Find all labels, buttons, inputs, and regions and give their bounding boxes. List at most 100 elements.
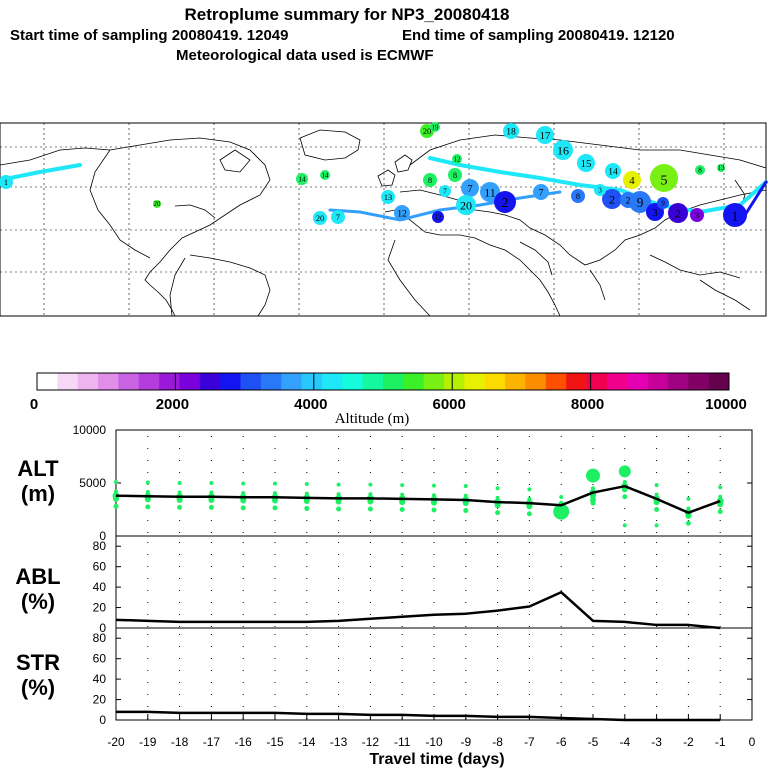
alt-scatter-point bbox=[526, 503, 533, 510]
alt-series-line bbox=[115, 484, 721, 514]
colorbar-tick-label: 0 bbox=[30, 396, 38, 413]
colorbar-cell bbox=[586, 373, 608, 390]
colorbar-cell bbox=[627, 373, 648, 390]
xtick-label: -19 bbox=[139, 735, 157, 749]
alt-ytick-label: 10000 bbox=[73, 423, 107, 437]
plume-marker: 18 bbox=[503, 123, 519, 139]
alt-ytick-label: 0 bbox=[99, 529, 106, 543]
alt-scatter-point bbox=[209, 490, 214, 495]
alt-scatter-point bbox=[303, 498, 310, 505]
plume-marker: 14 bbox=[296, 173, 308, 185]
alt-scatter-point bbox=[654, 523, 659, 528]
alt-scatter-point bbox=[177, 504, 183, 510]
alt-label: ALT bbox=[17, 456, 59, 481]
alt-scatter-point bbox=[208, 496, 215, 503]
alt-scatter-point bbox=[114, 479, 118, 484]
svg-text:12: 12 bbox=[454, 155, 462, 163]
plume-marker: 7 bbox=[331, 210, 345, 224]
alt-scatter-point bbox=[145, 480, 150, 485]
plume-marker: 8 bbox=[571, 189, 585, 203]
alt-scatter-point bbox=[144, 496, 151, 503]
plume-marker: 12 bbox=[452, 154, 462, 164]
alt-scatter-point bbox=[654, 507, 660, 512]
xtick-label: -5 bbox=[588, 735, 599, 749]
alt-scatter-point bbox=[177, 490, 182, 495]
xtick-label: -7 bbox=[524, 735, 535, 749]
svg-text:3: 3 bbox=[695, 211, 699, 220]
xtick-label: -11 bbox=[394, 735, 411, 749]
svg-text:2: 2 bbox=[626, 196, 631, 207]
alt-scatter-point bbox=[336, 482, 341, 487]
abl-series-line bbox=[115, 590, 721, 630]
plume-marker: 7 bbox=[533, 184, 549, 200]
colorbar-tick-label: 6000 bbox=[433, 396, 466, 413]
svg-text:20: 20 bbox=[460, 199, 472, 213]
colorbar-cell bbox=[118, 373, 140, 390]
colorbar-cell bbox=[383, 373, 404, 390]
alt-scatter-point bbox=[399, 507, 405, 512]
altitude-colorbar: 0 2000 4000 6000 8000 10000 Altitude (m) bbox=[30, 372, 747, 427]
xtick-label: -15 bbox=[266, 735, 284, 749]
xtick-label: -18 bbox=[171, 735, 189, 749]
svg-text:20: 20 bbox=[154, 200, 162, 208]
plume-marker: 11 bbox=[480, 182, 500, 202]
svg-text:15: 15 bbox=[581, 158, 592, 170]
alt-scatter-point bbox=[686, 506, 691, 511]
colorbar-cell bbox=[260, 373, 282, 390]
colorbar-tick-label: 2000 bbox=[156, 396, 189, 413]
alt-scatter-point bbox=[463, 508, 469, 514]
svg-text:3: 3 bbox=[598, 187, 602, 195]
xtick-label: -9 bbox=[460, 735, 471, 749]
plume-marker: 3 bbox=[690, 208, 704, 222]
svg-text:20: 20 bbox=[316, 214, 324, 223]
str-unit: (%) bbox=[21, 675, 55, 700]
alt-scatter-point bbox=[209, 481, 214, 485]
plume-marker: 2 bbox=[620, 192, 636, 208]
svg-text:1: 1 bbox=[4, 178, 8, 187]
xtick-label: -2 bbox=[683, 735, 694, 749]
alt-scatter-point bbox=[367, 506, 373, 512]
plume-marker: 20 bbox=[313, 211, 327, 225]
colorbar-cell bbox=[423, 373, 445, 390]
alt-scatter-point bbox=[241, 481, 246, 486]
alt-scatter-point bbox=[241, 491, 246, 496]
colorbar-cell bbox=[647, 373, 669, 390]
svg-text:18: 18 bbox=[506, 127, 516, 138]
str-ytick-label: 0 bbox=[99, 713, 106, 727]
met-data-label: Meteorological data used is ECMWF bbox=[176, 47, 434, 64]
colorbar-cell bbox=[321, 373, 343, 390]
svg-text:7: 7 bbox=[467, 183, 473, 195]
plume-marker: 14 bbox=[320, 170, 330, 180]
alt-scatter-point bbox=[590, 496, 596, 503]
alt-scatter-point bbox=[622, 494, 628, 500]
colorbar-cell bbox=[179, 373, 201, 390]
x-axis-label: Travel time (days) bbox=[369, 751, 504, 768]
alt-scatter-point bbox=[145, 490, 150, 495]
alt-scatter-point bbox=[367, 498, 374, 505]
alt-scatter-point bbox=[145, 504, 151, 510]
alt-scatter-point bbox=[685, 512, 692, 519]
alt-scatter-point bbox=[368, 492, 373, 497]
svg-text:9: 9 bbox=[661, 200, 665, 208]
alt-scatter-point bbox=[368, 482, 373, 487]
xtick-label: -20 bbox=[107, 735, 125, 749]
plume-marker: 20 bbox=[153, 200, 161, 208]
alt-scatter-point bbox=[240, 505, 246, 511]
xtick-label: -17 bbox=[203, 735, 221, 749]
plume-marker: 8 bbox=[695, 165, 705, 175]
colorbar-cell bbox=[505, 373, 526, 390]
alt-scatter-point bbox=[176, 496, 183, 503]
plume-marker: 1 bbox=[0, 175, 13, 189]
str-series-line bbox=[116, 710, 721, 722]
alt-scatter-point bbox=[618, 465, 631, 478]
alt-scatter-point bbox=[591, 486, 595, 491]
colorbar-cell bbox=[362, 373, 384, 390]
str-ytick-label: 80 bbox=[93, 631, 107, 645]
alt-scatter-point bbox=[685, 520, 691, 526]
plume-marker: 1 bbox=[723, 203, 747, 227]
alt-scatter-point bbox=[113, 495, 119, 502]
svg-text:1: 1 bbox=[732, 209, 739, 224]
